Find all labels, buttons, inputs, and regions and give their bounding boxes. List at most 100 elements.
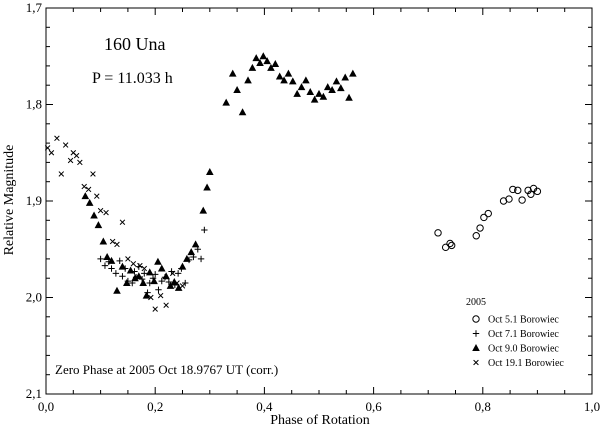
data-point (222, 98, 230, 106)
data-point (126, 266, 135, 274)
data-point (527, 190, 535, 198)
data-point (145, 268, 154, 276)
y-tick-label: 1,8 (26, 97, 42, 112)
data-point (119, 273, 126, 280)
data-point (518, 196, 526, 204)
data-point (514, 186, 522, 195)
data-point (297, 83, 306, 91)
legend-marker (473, 359, 479, 366)
data-point (141, 265, 148, 272)
data-point (332, 77, 341, 85)
legend-entry: Oct 19.1 Borowiec (473, 358, 564, 369)
legend-entry: Oct 5.1 Borowiec (472, 315, 559, 326)
data-point (310, 95, 319, 103)
data-point (256, 59, 264, 67)
data-point (97, 207, 104, 214)
data-point (118, 262, 127, 270)
data-point (197, 255, 205, 263)
data-point (169, 270, 176, 277)
data-point (85, 186, 92, 193)
data-point (341, 73, 350, 81)
data-point (166, 281, 175, 289)
data-point (90, 211, 98, 219)
data-point (101, 262, 109, 269)
data-point (328, 86, 336, 94)
data-point (67, 157, 74, 164)
legend: 2005 Oct 5.1 Borowiec Oct 7.1 Borowiec Oct… (466, 297, 564, 369)
data-point (275, 72, 284, 80)
data-point (62, 142, 69, 148)
data-point (152, 271, 159, 278)
data-point (191, 240, 200, 248)
zero-phase-annotation: Zero Phase at 2005 Oct 18.9767 UT (corr.… (55, 362, 278, 377)
data-point (141, 270, 148, 277)
data-point (182, 279, 189, 287)
y-tick-label: 1,9 (26, 193, 42, 208)
data-point (139, 279, 147, 287)
data-point (203, 183, 211, 191)
legend-label: Oct 5.1 Borowiec (488, 315, 559, 326)
data-point (267, 63, 275, 71)
y-axis-label: Relative Magnitude (2, 145, 17, 256)
data-point (206, 168, 214, 176)
data-point (293, 89, 301, 97)
y-tick-labels: 1,7 1,8 1,9 2,0 2,1 (26, 0, 43, 401)
data-point (284, 69, 293, 77)
data-point (163, 302, 169, 308)
series-open-circle (434, 184, 542, 252)
data-point (337, 84, 345, 92)
data-point (81, 192, 90, 200)
x-tick-label: 0,8 (475, 399, 491, 414)
data-point (85, 198, 94, 206)
data-points (44, 52, 542, 312)
data-point (81, 183, 87, 190)
data-point (509, 185, 517, 194)
data-point (259, 52, 268, 60)
data-point (165, 278, 173, 286)
data-point (54, 135, 60, 142)
data-point (174, 270, 182, 277)
axis-ticks (45, 7, 593, 395)
data-point (199, 206, 208, 214)
data-point (174, 280, 180, 286)
data-point (73, 152, 80, 159)
x-axis-label: Phase of Rotation (270, 413, 370, 427)
data-point (157, 264, 166, 272)
legend-entry: Oct 9.0 Borowiec (472, 344, 559, 355)
data-point (319, 92, 328, 100)
legend-entry: Oct 7.1 Borowiec (472, 329, 559, 340)
x-tick-label: 0,4 (256, 399, 273, 414)
data-point (302, 76, 310, 84)
data-point (178, 262, 187, 270)
data-point (135, 272, 143, 280)
data-point (480, 213, 488, 222)
chart-subtitle: P = 11.033 h (92, 70, 173, 87)
y-tick-label: 2,0 (26, 290, 42, 305)
data-point (345, 93, 353, 101)
data-point (58, 171, 65, 177)
data-point (142, 291, 151, 299)
data-point (157, 292, 164, 299)
data-point (306, 87, 315, 95)
data-point (113, 286, 121, 294)
data-point (323, 83, 332, 91)
data-point (280, 76, 288, 84)
data-point (288, 77, 297, 85)
data-point (103, 252, 111, 260)
data-point (131, 274, 139, 282)
data-point (108, 265, 115, 272)
data-point (123, 279, 131, 287)
data-point (244, 76, 252, 84)
data-point (434, 229, 442, 237)
data-point (99, 237, 108, 245)
legend-title: 2005 (466, 297, 486, 308)
data-point (505, 195, 513, 203)
data-point (44, 145, 51, 151)
data-point (116, 257, 123, 265)
data-point (125, 256, 131, 262)
data-point (148, 294, 154, 301)
data-point (107, 256, 116, 264)
data-point (201, 226, 208, 234)
data-point (446, 239, 454, 248)
